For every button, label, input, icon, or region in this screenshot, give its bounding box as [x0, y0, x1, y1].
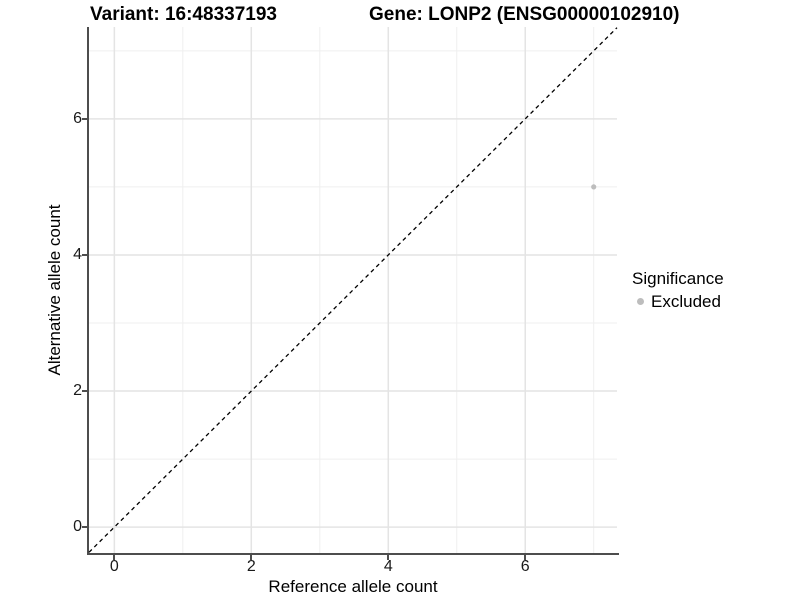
x-axis-title: Reference allele count: [268, 577, 438, 596]
x-tick-label: 4: [383, 558, 393, 575]
legend-title: Significance: [632, 269, 724, 288]
legend: Significance Excluded: [632, 269, 724, 311]
x-tick-mark: [387, 555, 390, 560]
x-tick-label: 6: [520, 558, 530, 575]
plot-canvas: [88, 27, 618, 553]
legend-point-icon: [637, 298, 644, 305]
y-tick-label: 4: [73, 245, 82, 263]
x-axis-line: [87, 553, 619, 555]
y-tick-mark: [82, 390, 87, 393]
y-axis-title: Alternative allele count: [45, 204, 64, 376]
y-tick-label: 2: [73, 382, 82, 400]
plot-title-variant: Variant: 16:48337193: [90, 4, 277, 25]
y-tick-mark: [82, 117, 87, 120]
data-point: [591, 184, 597, 190]
x-tick-mark: [524, 555, 527, 560]
y-tick-mark: [82, 526, 87, 529]
y-tick-mark: [82, 253, 87, 256]
legend-label: Excluded: [651, 292, 721, 311]
x-tick-mark: [113, 555, 116, 560]
identity-dashed-line: [88, 27, 618, 553]
legend-entry: Excluded: [632, 292, 724, 311]
plot-title-gene: Gene: LONP2 (ENSG00000102910): [369, 4, 680, 25]
legend-entries: Excluded: [632, 292, 724, 311]
legend-key: [632, 293, 649, 310]
x-tick-label: 2: [246, 558, 256, 575]
y-axis-line: [87, 27, 89, 555]
x-tick-label: 0: [109, 558, 119, 575]
plot-panel: [88, 27, 618, 553]
y-tick-label: 0: [73, 518, 82, 536]
x-tick-mark: [250, 555, 253, 560]
y-tick-label: 6: [73, 109, 82, 127]
